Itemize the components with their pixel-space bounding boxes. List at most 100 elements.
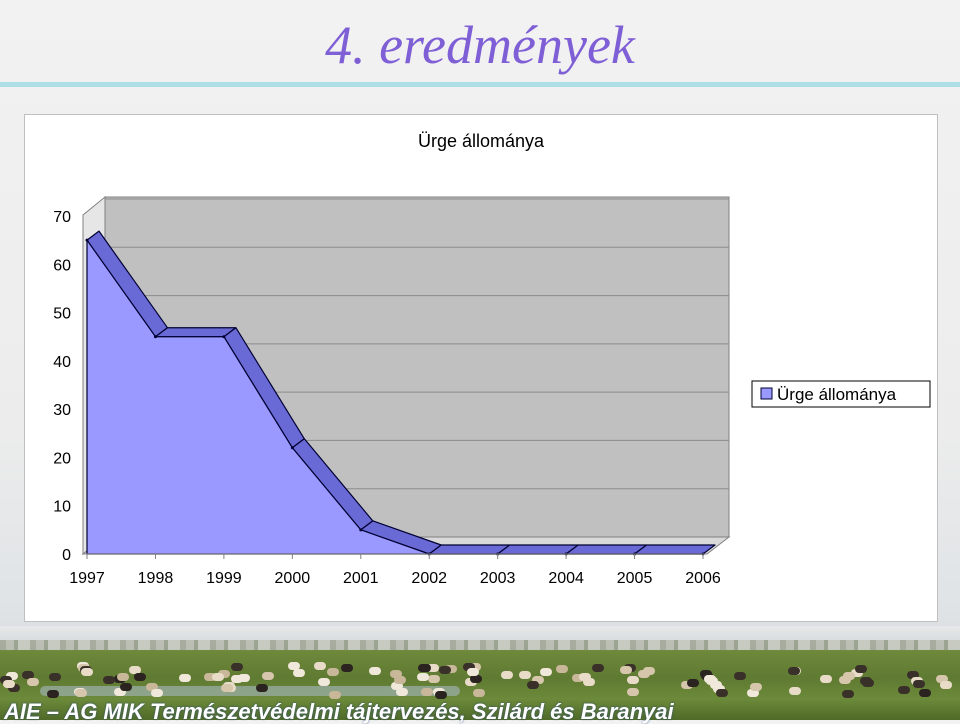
chart-title: Ürge állománya [418,131,545,151]
sheep [470,675,482,683]
sheep [445,665,457,673]
sheep [390,670,402,678]
sheep [940,681,952,689]
x-tick-label: 1997 [69,570,105,587]
sheep [179,674,191,682]
sheep [6,672,18,680]
sheep [862,679,874,687]
y-tick-label: 60 [53,257,71,274]
sheep [839,676,851,684]
sheep [898,686,910,694]
chart-panel: 0 10 20 30 40 50 60 70 1997 1998 1999 2000 2001 2002 2… [24,114,938,622]
sheep [855,665,867,673]
x-tick-label: 2004 [548,570,584,587]
sheep [620,666,632,674]
sheep [75,689,87,697]
area-chart: 0 10 20 30 40 50 60 70 1997 1998 1999 2000 2001 2002 2… [53,131,931,587]
y-tick-label: 10 [53,499,71,516]
x-tick-label: 1998 [138,570,174,587]
sheep [81,668,93,676]
sheep [204,673,216,681]
sheep [146,683,158,691]
sheep [231,675,243,683]
data-point [153,335,157,339]
sheep [820,675,832,683]
sheep [592,664,604,672]
x-tick-label: 2005 [617,570,653,587]
sheep [501,671,513,679]
y-tick-label: 50 [53,306,71,323]
x-tick-label: 2001 [343,570,379,587]
sheep [341,664,353,672]
x-tick-label: 2000 [275,570,311,587]
sheep [750,683,762,691]
sheep [418,664,430,672]
data-point [290,446,294,450]
sheep [540,668,552,676]
sheep [473,689,485,697]
sheep [134,673,146,681]
sheep [843,672,855,680]
legend-box [751,380,931,408]
slide-title: 4. eredmények [325,15,635,75]
sheep [627,676,639,684]
x-tick-label: 2003 [480,570,516,587]
sheep [114,688,126,696]
data-point [359,528,363,532]
sheep [314,662,326,670]
sheep [212,673,224,681]
sheep [519,671,531,679]
sheep [238,674,250,682]
sheep [439,666,451,674]
sheep [643,667,655,675]
sheep [527,681,539,689]
data-point [85,238,89,242]
sheep [579,673,591,681]
sheep [129,666,141,674]
sheep [716,689,728,697]
sheep [394,676,406,684]
sheep [3,680,15,688]
y-tick-label: 20 [53,450,71,467]
sheep [556,665,568,673]
sheep [49,673,61,681]
sheep [329,691,341,699]
sheep [288,662,300,670]
sheep [120,683,132,691]
sheep [907,671,919,679]
sheep [27,678,39,686]
sheep [687,679,699,687]
sheep [421,688,433,696]
sheep [427,664,439,672]
sheep [583,678,595,686]
sheep [218,670,230,678]
sheep [221,684,233,692]
pasture-photo [0,626,960,720]
sheep [734,672,746,680]
sheep [842,690,854,698]
sheep [256,684,268,692]
sheep [463,663,475,671]
sheep [103,676,115,684]
sheep [117,673,129,681]
sheep [396,688,408,696]
x-tick-label: 1999 [206,570,242,587]
sheep [369,667,381,675]
sheep [327,668,339,676]
y-tick-label: 70 [53,209,71,226]
sheep [706,677,718,685]
sheep [417,673,429,681]
y-tick-label: 40 [53,354,71,371]
sheep [262,672,274,680]
sheep [789,687,801,695]
sheep [293,669,305,677]
sheep [22,671,34,679]
sheep [532,676,544,684]
sheep [151,689,163,697]
sheep [469,663,481,671]
sheep [8,684,20,692]
sheep [318,678,330,686]
footer-caption: AIE – AG MIK Természetvédelmi tájtervezé… [4,700,674,724]
sheep [435,691,447,699]
sheep [747,689,759,697]
